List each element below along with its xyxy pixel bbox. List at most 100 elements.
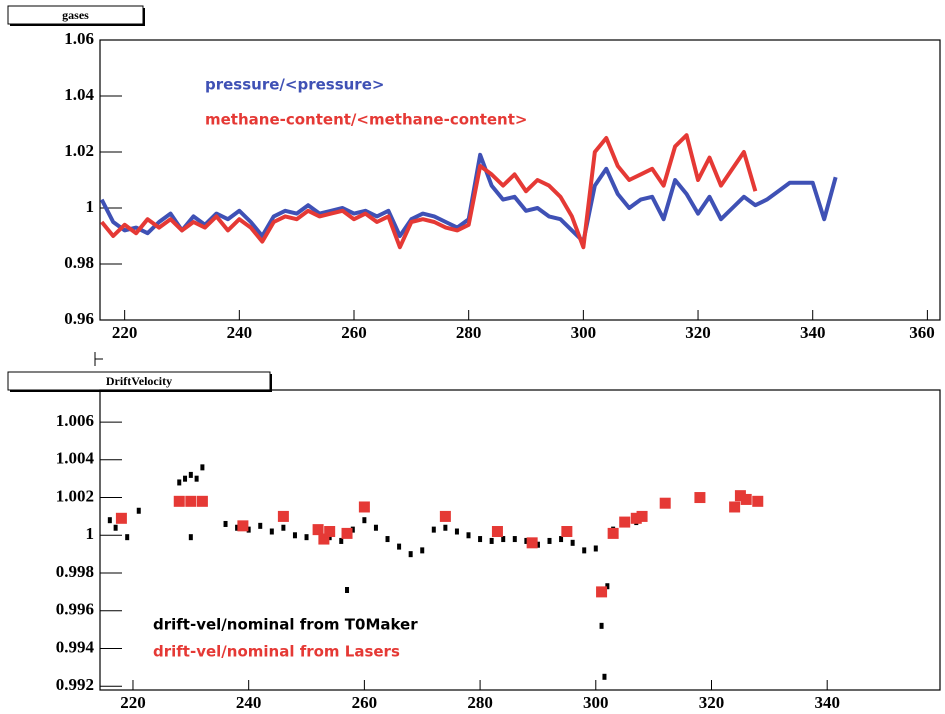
data-point xyxy=(524,537,529,544)
data-point xyxy=(339,537,344,544)
y-tick-label: 1.002 xyxy=(56,486,94,505)
data-point xyxy=(636,510,648,522)
y-tick-label: 0.96 xyxy=(64,309,94,328)
data-point xyxy=(385,536,390,543)
data-point xyxy=(258,522,263,529)
data-point xyxy=(489,537,494,544)
data-point xyxy=(491,526,503,538)
data-point xyxy=(327,534,332,541)
data-point xyxy=(362,517,367,524)
y-tick-label: 0.996 xyxy=(56,600,94,619)
data-point xyxy=(602,673,607,680)
y-tick-label: 1.006 xyxy=(56,411,94,430)
data-point xyxy=(630,512,642,524)
data-point xyxy=(136,507,141,514)
data-point xyxy=(107,517,112,524)
data-point xyxy=(177,479,182,486)
data-point xyxy=(729,501,741,513)
data-point xyxy=(694,492,706,504)
x-tick-label: 300 xyxy=(583,693,609,712)
data-point xyxy=(235,524,240,531)
plot-frame xyxy=(99,389,941,691)
data-point xyxy=(752,495,764,507)
series-line xyxy=(100,133,758,250)
data-point xyxy=(605,583,610,590)
data-point xyxy=(454,528,459,535)
x-tick-label: 300 xyxy=(571,323,597,342)
data-point xyxy=(281,524,286,531)
series-line xyxy=(99,152,838,244)
data-point xyxy=(547,537,552,544)
data-point xyxy=(512,536,517,543)
y-tick-label: 1 xyxy=(86,524,95,543)
x-tick-label: 260 xyxy=(341,323,367,342)
y-tick-label: 0.98 xyxy=(64,253,94,272)
panel-title: DriftVelocity xyxy=(106,374,172,388)
y-tick-label: 1.06 xyxy=(64,29,94,48)
data-point xyxy=(420,547,425,554)
data-point xyxy=(358,501,370,513)
data-point xyxy=(466,532,471,539)
x-tick-label: 340 xyxy=(800,323,826,342)
data-point xyxy=(593,545,598,552)
data-point xyxy=(304,534,309,541)
x-tick-label: 280 xyxy=(456,323,482,342)
data-point xyxy=(443,524,448,531)
x-tick-label: 360 xyxy=(909,323,935,342)
data-point xyxy=(607,527,619,539)
title-box xyxy=(7,5,144,25)
data-point xyxy=(596,586,608,598)
legend-entry: pressure/<pressure> xyxy=(205,76,384,94)
x-tick-label: 320 xyxy=(699,693,725,712)
data-point xyxy=(318,533,330,545)
legend-entry: methane-content/<methane-content> xyxy=(205,111,527,129)
data-point xyxy=(246,526,251,533)
x-tick-label: 220 xyxy=(120,693,146,712)
y-tick-label: 1.02 xyxy=(64,141,94,160)
data-point xyxy=(599,622,604,629)
y-tick-label: 1.04 xyxy=(64,85,94,104)
data-point xyxy=(237,520,249,532)
y-tick-label: 0.994 xyxy=(56,637,95,656)
legend-entry: drift-vel/nominal from T0Maker xyxy=(153,616,418,634)
data-point xyxy=(324,526,336,538)
data-point xyxy=(223,520,228,527)
data-point xyxy=(582,547,587,554)
data-point xyxy=(570,539,575,546)
data-point xyxy=(292,532,297,539)
x-tick-label: 240 xyxy=(227,323,253,342)
data-point xyxy=(535,541,540,548)
x-tick-label: 340 xyxy=(814,693,840,712)
data-point xyxy=(619,516,631,528)
data-point xyxy=(188,534,193,541)
data-point xyxy=(183,475,188,482)
data-point xyxy=(559,536,564,543)
data-point xyxy=(431,526,436,533)
data-point xyxy=(439,510,451,522)
data-point xyxy=(734,490,746,502)
data-point xyxy=(196,495,208,507)
data-point xyxy=(188,471,193,478)
y-tick-label: 0.992 xyxy=(56,675,94,694)
data-point xyxy=(501,536,506,543)
x-tick-label: 220 xyxy=(112,323,138,342)
data-point xyxy=(194,475,199,482)
legend-entry: drift-vel/nominal from Lasers xyxy=(153,643,400,661)
data-point xyxy=(269,528,274,535)
x-tick-label: 320 xyxy=(685,323,711,342)
data-point xyxy=(350,526,355,533)
data-point xyxy=(659,497,671,509)
data-point xyxy=(113,524,118,531)
data-point xyxy=(125,534,130,541)
data-point xyxy=(185,495,197,507)
data-point xyxy=(408,551,413,558)
y-tick-label: 1.004 xyxy=(56,449,95,468)
data-point xyxy=(561,526,573,538)
data-point xyxy=(373,524,378,531)
x-tick-label: 240 xyxy=(236,693,262,712)
x-tick-label: 260 xyxy=(352,693,378,712)
data-point xyxy=(312,524,324,536)
plot-frame xyxy=(99,39,941,321)
data-point xyxy=(397,543,402,550)
